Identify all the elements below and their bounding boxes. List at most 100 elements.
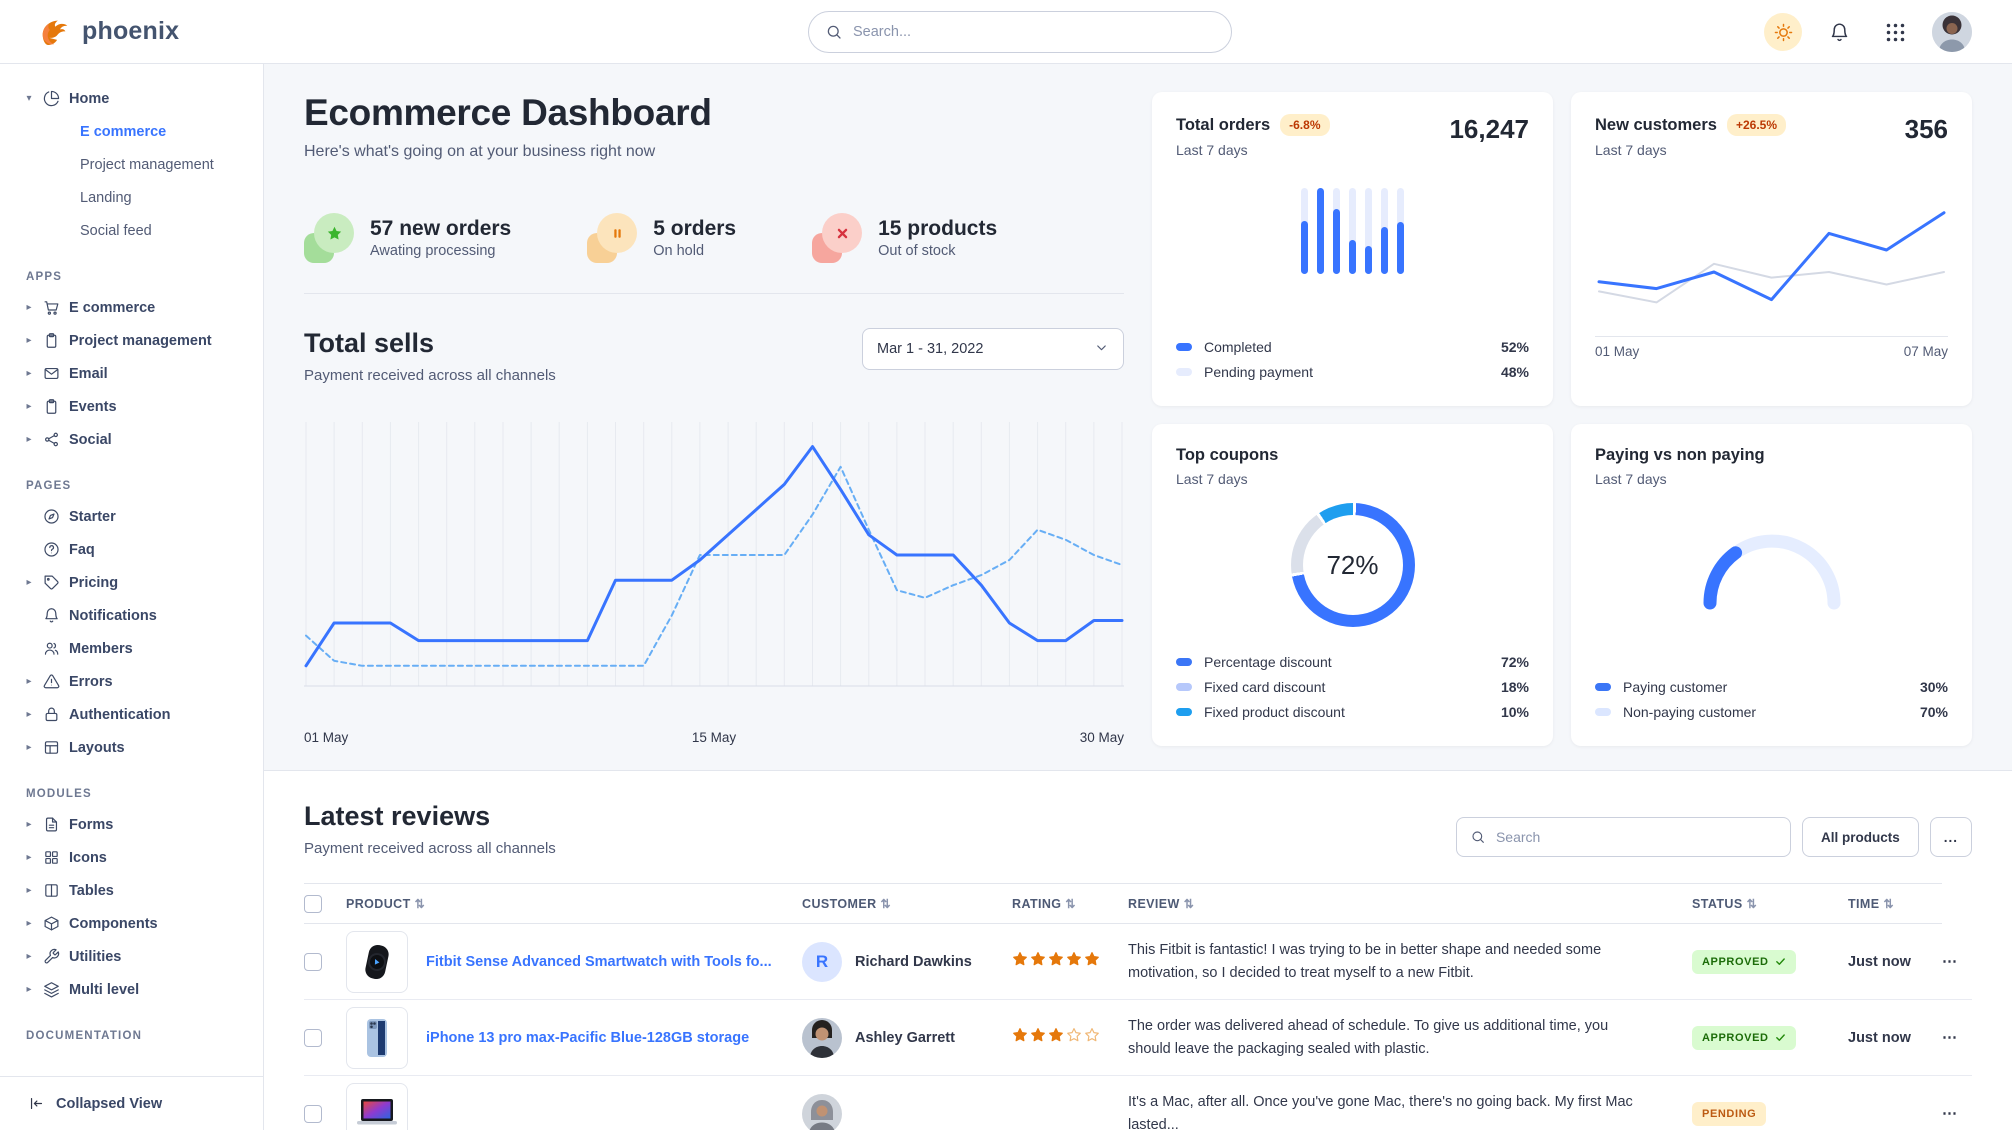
sidebar-item-pricing[interactable]: ▸ Pricing — [0, 566, 263, 599]
sidebar-item-starter[interactable]: Starter — [0, 500, 263, 533]
row-more-icon[interactable]: ⋯ — [1942, 1105, 1959, 1122]
sort-icon[interactable]: ⇅ — [1883, 896, 1894, 911]
product-link[interactable]: iPhone 13 pro max-Pacific Blue-128GB sto… — [426, 1029, 750, 1046]
stat-text: 15 products Out of stock — [878, 217, 997, 259]
product-thumb-cell — [346, 1075, 426, 1130]
sidebar-item-email[interactable]: ▸ Email — [0, 357, 263, 390]
reviews-search-input[interactable] — [1495, 829, 1777, 845]
customer[interactable] — [802, 1093, 1012, 1130]
column-header-rating[interactable]: RATING ⇅ — [1012, 883, 1129, 924]
legend-item-fixed-card-discount: Fixed card discount 18% — [1176, 674, 1529, 699]
sidebar-item-e-commerce[interactable]: ▸ E commerce — [0, 291, 263, 324]
date-range-value: Mar 1 - 31, 2022 — [877, 341, 984, 357]
review-cell: This Fitbit is fantastic! I was trying t… — [1128, 923, 1693, 1000]
customer-name: Richard Dawkins — [855, 953, 972, 970]
sidebar-subitem-e-commerce[interactable]: E commerce — [80, 123, 167, 140]
smartwatch-thumb[interactable] — [346, 930, 408, 993]
more-options-button[interactable]: ... — [1929, 817, 1972, 857]
sidebar-item-social[interactable]: ▸ Social — [0, 423, 263, 456]
sidebar-item-tables[interactable]: ▸ Tables — [0, 874, 263, 907]
sidebar-item-home[interactable]: ▾ Home — [0, 82, 263, 115]
column-header-product[interactable]: PRODUCT ⇅ — [346, 883, 803, 924]
column-header-review[interactable]: REVIEW ⇅ — [1128, 883, 1693, 924]
new-customers-chart — [1597, 211, 1946, 304]
column-header-time[interactable]: TIME ⇅ — [1848, 883, 1943, 924]
customer[interactable]: R Richard Dawkins — [802, 941, 1012, 982]
sort-icon[interactable]: ⇅ — [1746, 896, 1758, 911]
column-header-status[interactable]: STATUS ⇅ — [1692, 883, 1849, 924]
sidebar-item-events[interactable]: ▸ Events — [0, 390, 263, 423]
sort-icon[interactable]: ⇅ — [1183, 896, 1195, 911]
sidebar-item-label: Authentication — [69, 706, 171, 723]
sidebar-item-label: Members — [69, 640, 133, 657]
theme-sun-icon[interactable] — [1764, 13, 1802, 51]
avatar: R — [802, 941, 843, 982]
apps-grid-icon[interactable] — [1876, 13, 1914, 51]
sort-icon[interactable]: ⇅ — [414, 896, 426, 911]
review-cell: The order was delivered ahead of schedul… — [1128, 999, 1693, 1076]
collapse-view-button[interactable]: Collapsed View — [0, 1076, 263, 1130]
laptop-thumb[interactable] — [346, 1082, 408, 1130]
row-more-icon[interactable]: ⋯ — [1942, 952, 1959, 970]
sidebar-item-authentication[interactable]: ▸ Authentication — [0, 698, 263, 731]
order-bar — [1301, 188, 1308, 274]
order-bar-fill — [1365, 246, 1372, 274]
row-checkbox[interactable] — [304, 952, 322, 971]
product-link[interactable]: Fitbit Sense Advanced Smartwatch with To… — [426, 953, 772, 970]
sidebar-subitem-project-management[interactable]: Project management — [80, 156, 214, 173]
sidebar-section-apps: APPS ▸ E commerce ▸ Project management ▸ Email… — [0, 261, 263, 456]
review-text: It's a Mac, after all. Once you've gone … — [1128, 1094, 1633, 1130]
customer[interactable]: Ashley Garrett — [802, 1017, 1012, 1058]
sidebar-item-components[interactable]: ▸ Components — [0, 907, 263, 940]
sidebar-item-multi-level[interactable]: ▸ Multi level — [0, 973, 263, 1006]
sidebar-item-layouts[interactable]: ▸ Layouts — [0, 731, 263, 764]
legend-value: 30% — [1919, 678, 1948, 695]
sidebar-item-label: Starter — [69, 508, 116, 525]
sidebar-subitem-social-feed[interactable]: Social feed — [80, 222, 152, 239]
column-header-customer[interactable]: CUSTOMER ⇅ — [802, 883, 1013, 924]
select-all-checkbox[interactable] — [304, 894, 322, 913]
pie-chart-icon — [43, 90, 60, 107]
sidebar-item-project-management[interactable]: ▸ Project management — [0, 324, 263, 357]
sidebar-item-forms[interactable]: ▸ Forms — [0, 808, 263, 841]
sidebar-item-members[interactable]: Members — [0, 632, 263, 665]
row-checkbox[interactable] — [304, 1028, 322, 1047]
brand[interactable]: phoenix — [0, 15, 264, 49]
paying-legend: Paying customer 30% Non-paying customer 70% — [1595, 674, 1948, 724]
sort-icon[interactable]: ⇅ — [880, 896, 891, 911]
legend-value: 18% — [1500, 678, 1529, 695]
sort-icon[interactable]: ⇅ — [1065, 896, 1076, 911]
star-filled-icon — [1012, 1027, 1028, 1048]
sidebar-item-notifications[interactable]: Notifications — [0, 599, 263, 632]
row-actions-cell: ⋯ — [1942, 999, 1973, 1076]
legend-value: 70% — [1919, 703, 1948, 720]
sidebar-item-icons[interactable]: ▸ Icons — [0, 841, 263, 874]
sidebar-item-utilities[interactable]: ▸ Utilities — [0, 940, 263, 973]
user-avatar[interactable] — [1932, 12, 1972, 52]
row-more-icon[interactable]: ⋯ — [1942, 1029, 1959, 1046]
global-search[interactable] — [808, 11, 1232, 53]
star-filled-icon — [1048, 1027, 1064, 1048]
sidebar-subitem-landing[interactable]: Landing — [80, 189, 132, 206]
legend-item-percentage-discount: Percentage discount 72% — [1176, 649, 1529, 674]
status-label: PENDING — [1702, 1107, 1757, 1120]
stat-circle — [314, 213, 354, 253]
reviews-header-row: PRODUCT ⇅ CUSTOMER ⇅ RATING ⇅ REVIEW ⇅ STATUS ⇅ TI… — [304, 883, 1972, 924]
all-products-button[interactable]: All products — [1801, 817, 1919, 857]
share-icon — [43, 431, 60, 448]
caret-right-icon: ▸ — [26, 852, 32, 863]
row-actions-cell: ⋯ — [1942, 923, 1973, 1000]
notifications-bell-icon[interactable] — [1820, 13, 1858, 51]
reviews-title: Latest reviews — [304, 801, 491, 831]
stat-caption: Awating processing — [370, 243, 496, 259]
sidebar-item-errors[interactable]: ▸ Errors — [0, 665, 263, 698]
reviews-search[interactable] — [1455, 817, 1791, 857]
global-search-input[interactable] — [853, 24, 1215, 40]
legend-label: Non-paying customer — [1623, 703, 1757, 720]
row-checkbox[interactable] — [304, 1104, 322, 1123]
phone-thumb[interactable] — [346, 1006, 408, 1069]
sidebar-item-faq[interactable]: Faq — [0, 533, 263, 566]
status-badge: APPROVED — [1692, 949, 1796, 974]
sidebar-section-label: DOCUMENTATION — [26, 1030, 143, 1042]
date-range-select[interactable]: Mar 1 - 31, 2022 — [862, 328, 1124, 370]
